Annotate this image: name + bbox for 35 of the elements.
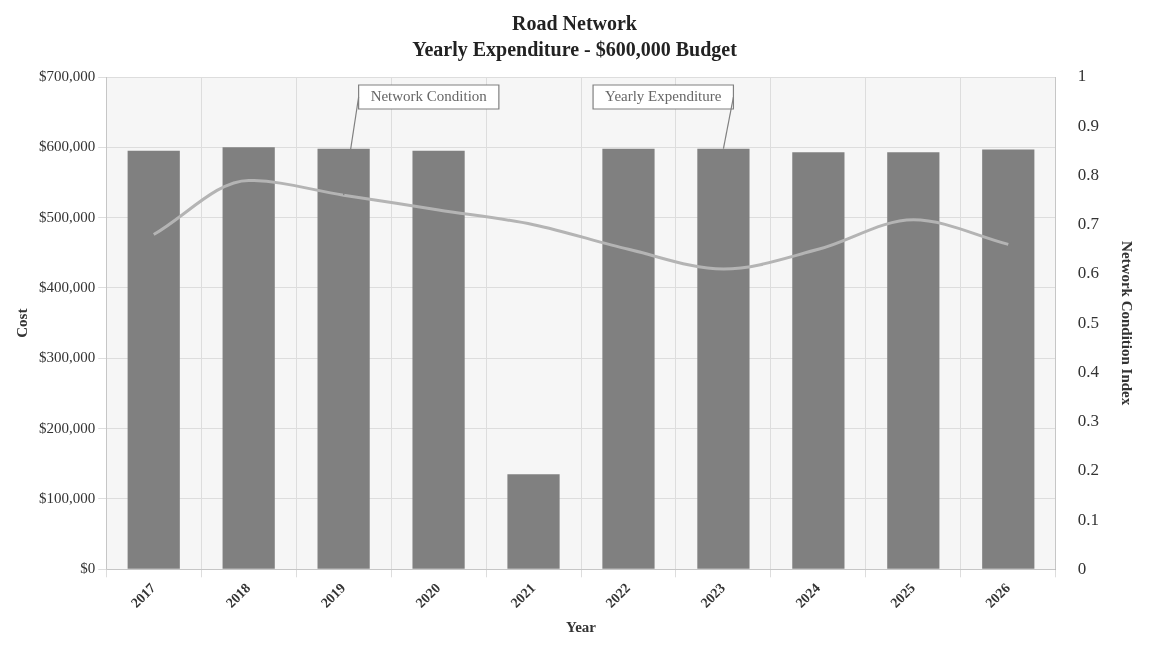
y2-tick-label: 0.5 [1077, 312, 1099, 332]
y2-tick-label: 0.2 [1077, 460, 1099, 480]
line-series [152, 178, 1010, 271]
bar [507, 474, 560, 569]
y-tick-label: $0 [80, 560, 96, 577]
x-axis-title: Year [566, 618, 597, 635]
y2-tick-label: 0.9 [1077, 115, 1099, 135]
y2-tick-label: 1 [1077, 66, 1087, 86]
y-tick-label: $200,000 [39, 419, 96, 436]
y2-tick-label: 0.4 [1077, 361, 1100, 381]
y2-tick-label: 0.8 [1077, 164, 1099, 184]
y2-tick-label: 0.1 [1077, 509, 1099, 529]
y2-tick-label: 0.3 [1077, 411, 1099, 431]
y2-tick-label: 0 [1077, 558, 1087, 578]
y2-axis-title: Network Condition Index [1119, 241, 1136, 406]
y-tick-label: $100,000 [39, 489, 96, 506]
y2-tick-label: 0.6 [1077, 263, 1099, 283]
text: Yearly Expenditure [605, 87, 722, 104]
bar [792, 152, 845, 569]
y-tick-label: $400,000 [39, 278, 96, 295]
y-tick-label: $300,000 [39, 349, 96, 366]
text: Network Condition [370, 87, 488, 104]
bar [222, 147, 275, 569]
y2-tick-label: 0.7 [1077, 214, 1100, 234]
bar [412, 150, 465, 569]
chart-subtitle: Yearly Expenditure - $600,000 Budget [412, 38, 738, 62]
y-tick-label: $600,000 [39, 138, 96, 155]
bar [982, 149, 1035, 569]
bar [887, 152, 940, 569]
bar [127, 150, 180, 569]
y-axis-title: Cost [13, 308, 30, 338]
y-tick-label: $700,000 [39, 67, 96, 84]
chart-title: Road Network [512, 12, 638, 35]
y-tick-label: $500,000 [39, 208, 96, 225]
bar [602, 148, 655, 569]
